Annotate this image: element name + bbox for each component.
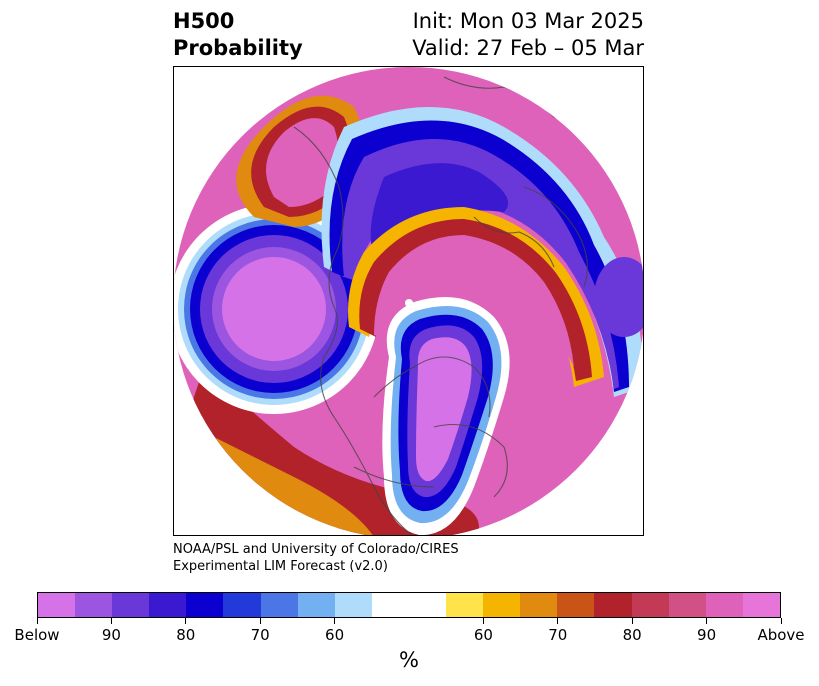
colorbar-segment [297, 593, 335, 617]
colorbar-segment [260, 593, 298, 617]
title-variable: H500 [173, 9, 235, 33]
colorbar-segment [557, 593, 595, 617]
colorbar-segment [112, 593, 150, 617]
colorbar-tick-label: 80 [176, 626, 196, 644]
colorbar-tick [36, 618, 38, 624]
colorbar-segment [705, 593, 743, 617]
credit-line-2: Experimental LIM Forecast (v2.0) [173, 559, 388, 574]
colorbar-tick-label: 70 [250, 626, 270, 644]
colorbar-tick [631, 618, 633, 624]
colorbar-segment [742, 593, 780, 617]
colorbar-tick-label: 70 [548, 626, 568, 644]
colorbar-tick [110, 618, 112, 624]
forecast-dates: Init: Mon 03 Mar 2025 Valid: 27 Feb – 05… [412, 8, 644, 62]
colorbar-segment [223, 593, 261, 617]
colorbar-segment [186, 593, 224, 617]
title-type: Probability [173, 36, 303, 60]
colorbar-tick [482, 618, 484, 624]
colorbar-segment [371, 593, 447, 617]
colorbar-tick [334, 618, 336, 624]
colorbar-segment [594, 593, 632, 617]
colorbar-tick [185, 618, 187, 624]
valid-range: Valid: 27 Feb – 05 Mar [412, 36, 644, 60]
colorbar-segment [668, 593, 706, 617]
colorbar-tick-label: 90 [101, 626, 121, 644]
colorbar-segment [631, 593, 669, 617]
colorbar-tick [780, 618, 782, 624]
map-title: H500 Probability [173, 8, 303, 62]
colorbar-tick-label: 60 [325, 626, 345, 644]
init-date: Init: Mon 03 Mar 2025 [412, 9, 644, 33]
colorbar-tick-label: Above [757, 626, 805, 644]
colorbar-segment [149, 593, 187, 617]
colorbar-segment [75, 593, 113, 617]
colorbar-segment [38, 593, 76, 617]
colorbar-unit-label: % [399, 648, 419, 672]
polar-map [173, 66, 644, 536]
colorbar-tick-label: 80 [622, 626, 642, 644]
colorbar-tick [557, 618, 559, 624]
colorbar-tick [706, 618, 708, 624]
colorbar [37, 592, 781, 618]
probability-field [174, 67, 643, 535]
colorbar-tick-label: 90 [697, 626, 717, 644]
colorbar-segment [334, 593, 372, 617]
colorbar-segment [446, 593, 484, 617]
credit-text: NOAA/PSL and University of Colorado/CIRE… [173, 541, 459, 575]
colorbar-segment [520, 593, 558, 617]
colorbar-tick-label: Below [14, 626, 60, 644]
colorbar-tick-label: 60 [473, 626, 493, 644]
colorbar-tick [259, 618, 261, 624]
credit-line-1: NOAA/PSL and University of Colorado/CIRE… [173, 542, 459, 557]
colorbar-segment [483, 593, 521, 617]
